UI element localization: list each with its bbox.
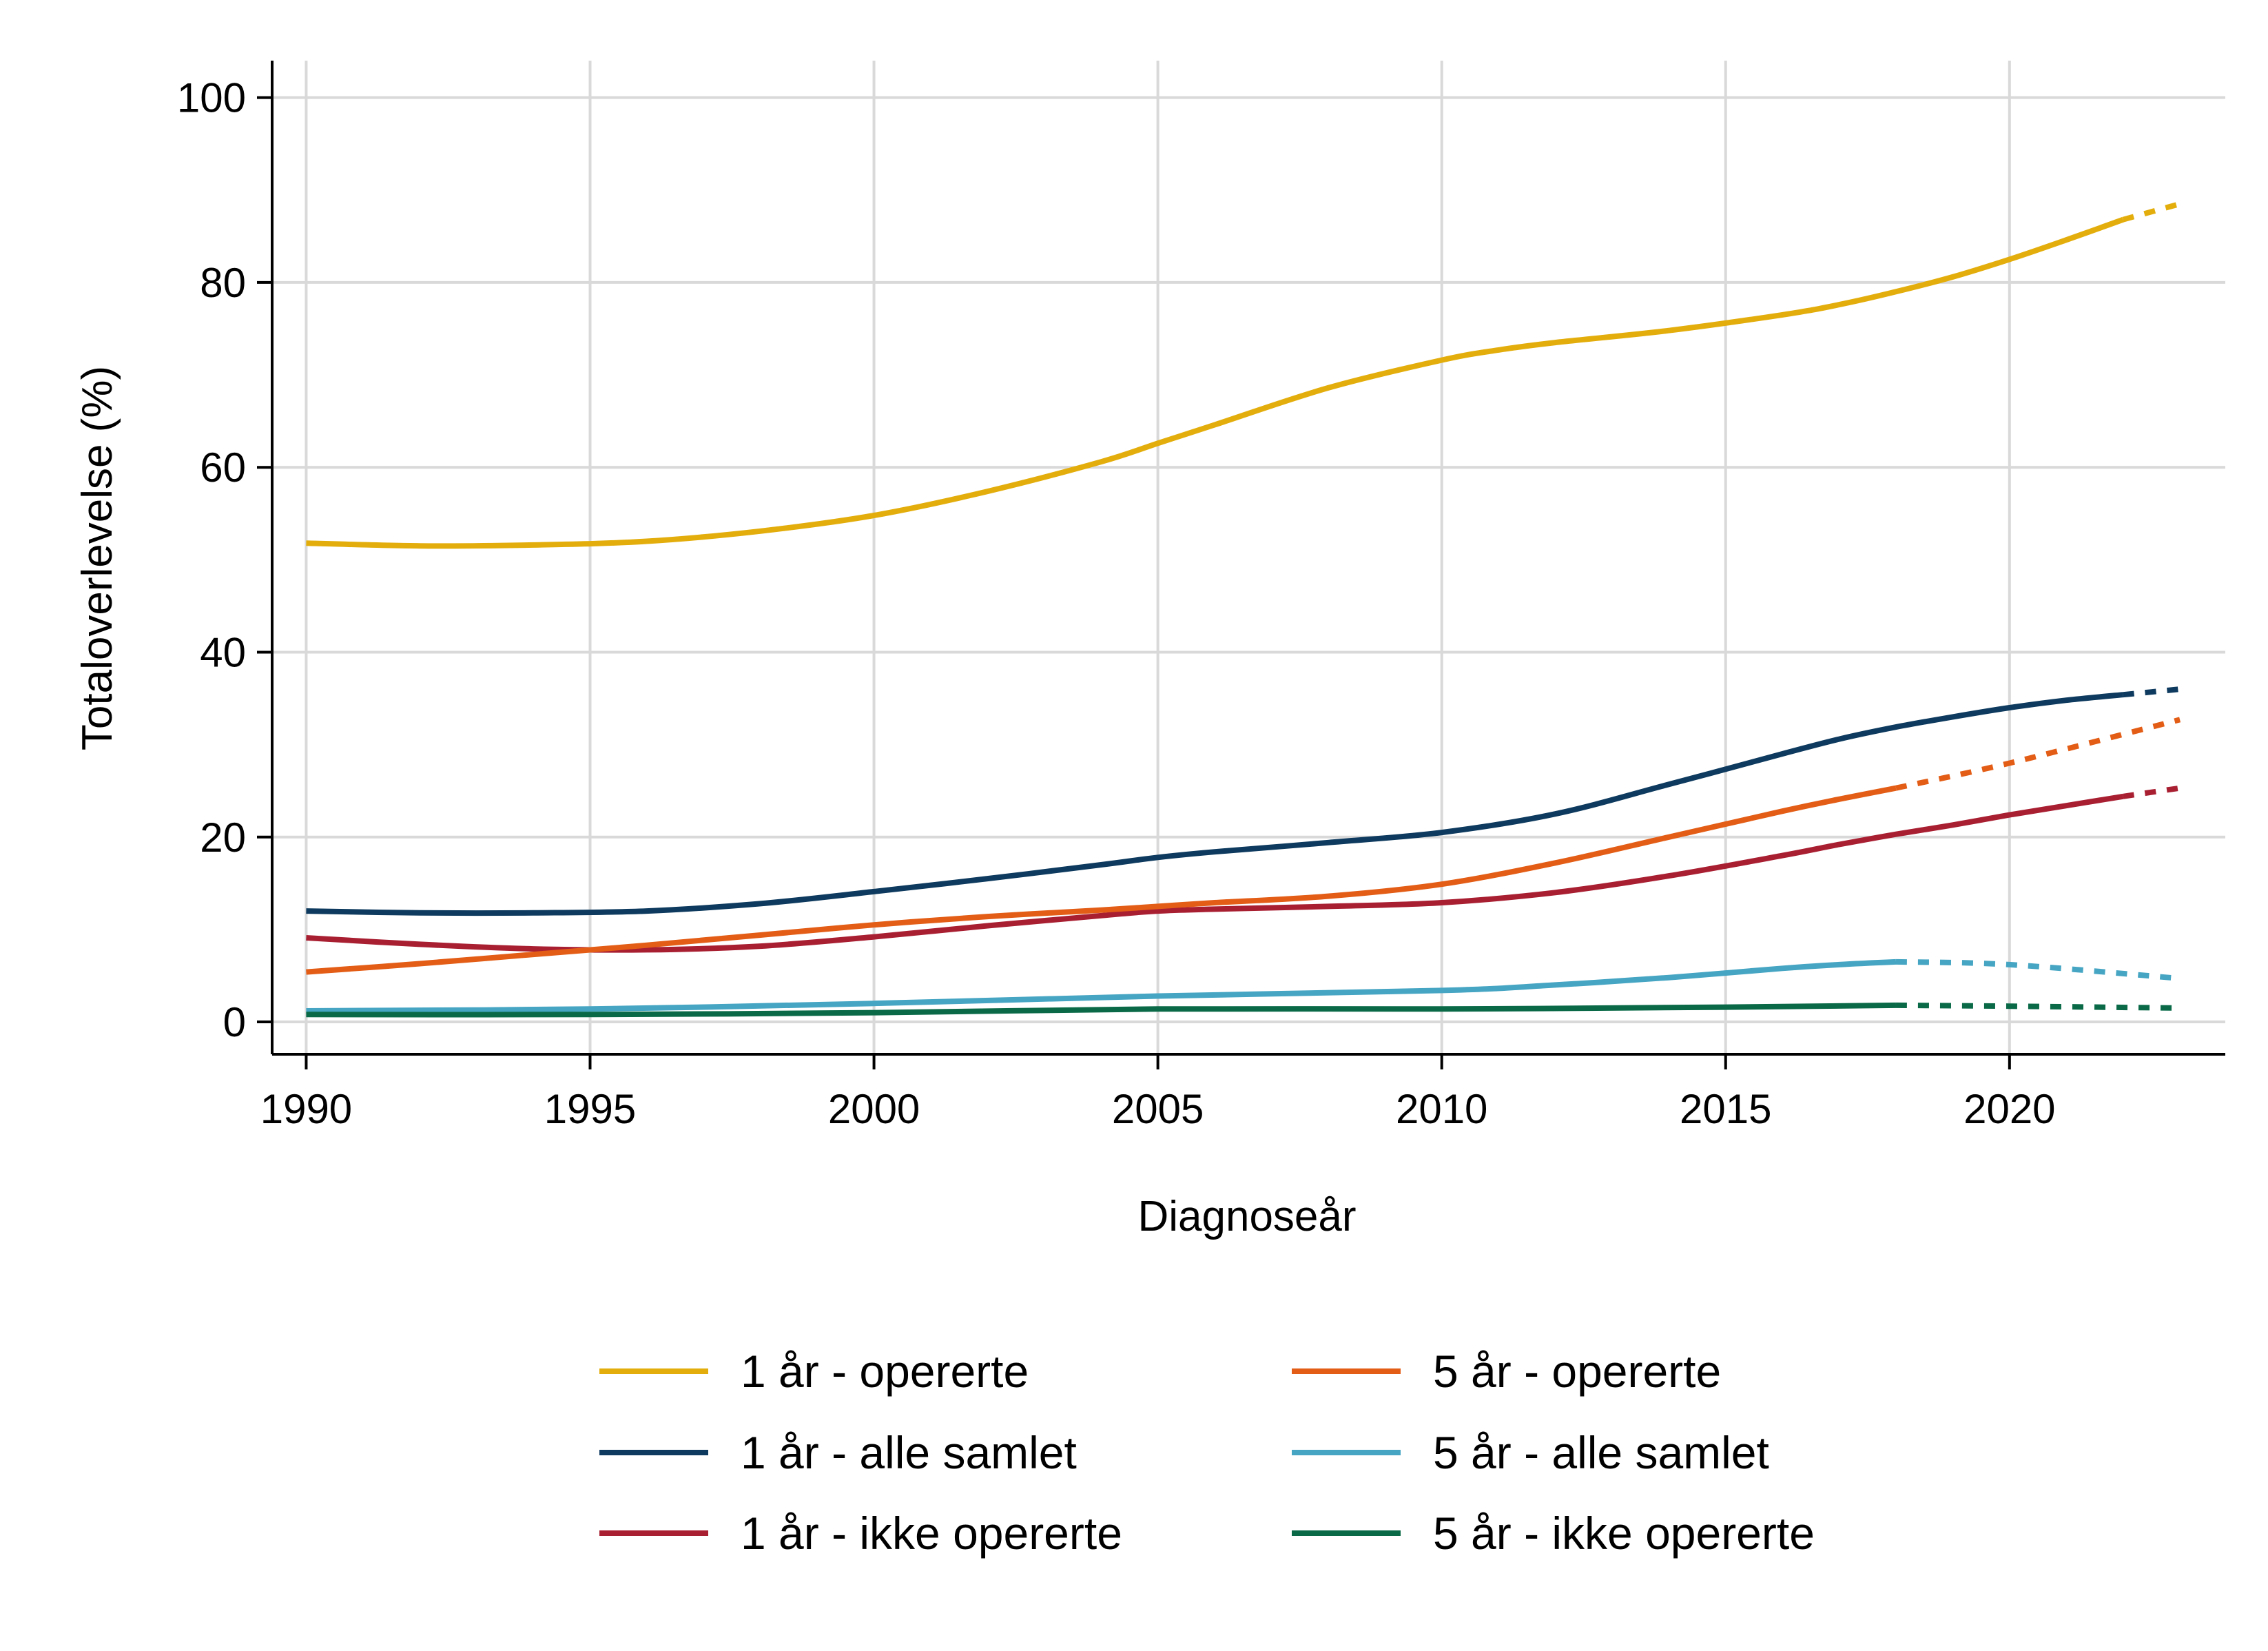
series-projection-3 — [2123, 785, 2181, 799]
y-tick-label: 20 — [200, 814, 246, 861]
y-tick-label: 0 — [223, 999, 246, 1045]
series-lines — [306, 201, 2181, 1018]
series-projection-6 — [1895, 1002, 2181, 1011]
x-tick-label: 2010 — [1396, 1086, 1487, 1132]
series-projection-5 — [1895, 958, 2181, 981]
series-projection-4 — [1895, 717, 2181, 791]
legend-label: 5 år - ikke opererte — [1433, 1508, 1815, 1559]
y-tick-label: 80 — [200, 260, 246, 306]
x-tick-label: 2015 — [1680, 1086, 1771, 1132]
legend-label: 5 år - opererte — [1433, 1346, 1721, 1397]
legend-label: 1 år - opererte — [741, 1346, 1029, 1397]
legend-label: 1 år - ikke opererte — [741, 1508, 1122, 1559]
legend-label: 1 år - alle samlet — [741, 1427, 1077, 1478]
tick-labels: 0 20 40 60 80 100 1990 1995 2000 2005 2010 2015 2020 — [177, 75, 2056, 1132]
y-tick-label: 100 — [177, 75, 246, 121]
series-line-1 — [306, 216, 2125, 549]
gridlines — [272, 61, 2225, 1054]
legend: 1 år - opererte 1 år - alle samlet 1 år - … — [599, 1346, 1815, 1559]
series-line-3 — [306, 793, 2124, 953]
series-line-2 — [306, 692, 2124, 916]
series-line-6 — [306, 1002, 1897, 1018]
x-tick-label: 2005 — [1112, 1086, 1204, 1132]
x-tick-label: 2020 — [1963, 1086, 2055, 1132]
x-tick-label: 1990 — [260, 1086, 352, 1132]
y-tick-label: 60 — [200, 444, 246, 491]
legend-label: 5 år - alle samlet — [1433, 1427, 1769, 1478]
series-line-5 — [306, 958, 1897, 1014]
x-tick-label: 2000 — [828, 1086, 920, 1132]
x-axis-title: Diagnoseår — [1137, 1193, 1356, 1240]
series-line-4 — [306, 785, 1897, 975]
x-tick-label: 1995 — [544, 1086, 636, 1132]
axes — [257, 61, 2225, 1069]
y-axis-title: Totaloverlevelse (%) — [74, 366, 121, 750]
y-tick-label: 40 — [200, 629, 246, 675]
series-projection-2 — [2123, 686, 2181, 698]
series-projection-1 — [2122, 201, 2181, 223]
